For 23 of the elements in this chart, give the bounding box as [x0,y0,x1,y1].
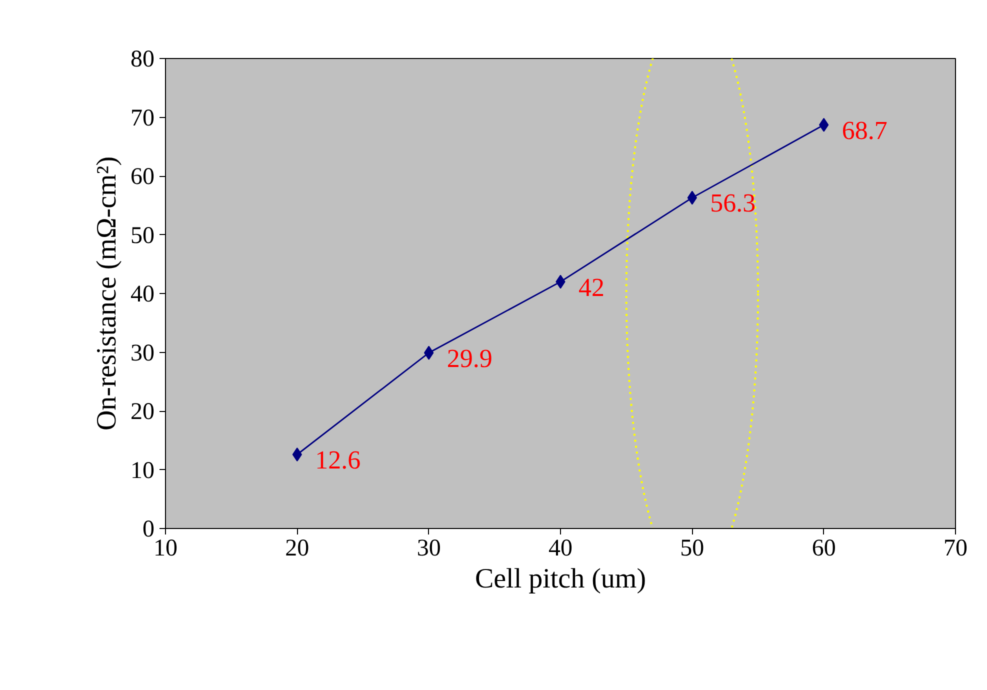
y-tick-label: 0 [142,516,154,542]
y-tick-label: 40 [130,282,154,308]
x-tick-label: 10 [154,536,178,562]
y-tick-label: 80 [130,46,154,72]
x-tick-label: 50 [680,536,704,562]
x-axis-title: Cell pitch (um) [474,564,646,594]
y-axis-title: On-resistance (mΩ-cm²) [92,156,122,431]
x-tick-label: 40 [548,536,572,562]
data-label: 42 [578,272,604,302]
y-tick-label: 60 [130,164,154,190]
y-tick-label: 30 [130,340,154,366]
x-tick-label: 20 [285,536,310,562]
y-tick-label: 10 [130,458,154,484]
y-tick-label: 20 [130,399,154,425]
data-label: 12.6 [315,445,361,474]
x-tick-label: 30 [416,536,441,562]
y-tick-label: 50 [130,222,154,249]
data-label: 29.9 [446,344,492,373]
y-tick-label: 70 [130,105,154,132]
x-tick-label: 70 [944,536,968,562]
data-label: 68.7 [842,116,888,145]
x-tick-label: 60 [812,536,836,562]
data-label: 56.3 [710,188,756,218]
